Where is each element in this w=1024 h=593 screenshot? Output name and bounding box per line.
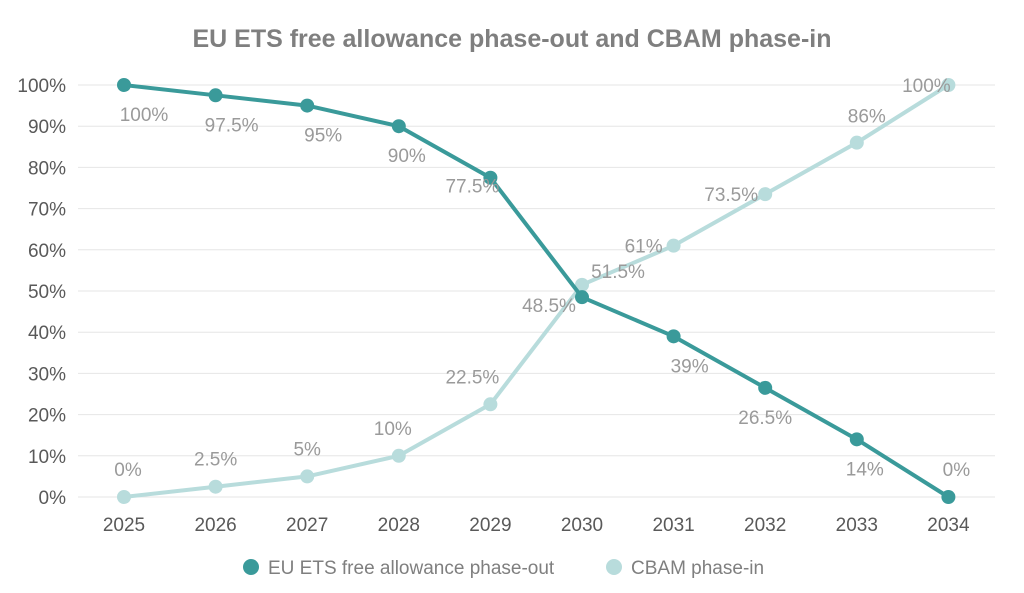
cbam-data-label: 61% [625, 237, 663, 258]
x-tick-label: 2025 [103, 515, 145, 536]
x-tick-label: 2028 [378, 515, 420, 536]
x-axis-ticks: 2025 2026 2027 2028 2029 2030 2031 2032 2033 2034 [103, 515, 970, 536]
cbam-point [117, 490, 131, 504]
eu-ets-data-label: 0% [943, 460, 971, 481]
x-tick-label: 2031 [652, 515, 694, 536]
x-tick-label: 2027 [286, 515, 328, 536]
eu-ets-data-label: 26.5% [738, 408, 792, 429]
x-tick-label: 2032 [744, 515, 786, 536]
cbam-data-label: 5% [293, 439, 321, 460]
eu-ets-data-label: 77.5% [445, 177, 499, 198]
y-axis-ticks: 0% 10% 20% 30% 40% 50% 60% 70% 80% 90% 100% [17, 76, 66, 509]
y-tick-label: 100% [17, 76, 66, 97]
y-tick-label: 50% [28, 282, 66, 303]
eu-ets-data-label: 48.5% [522, 296, 576, 317]
x-tick-label: 2030 [561, 515, 603, 536]
cbam-point [483, 397, 498, 412]
y-tick-label: 0% [39, 488, 67, 509]
y-tick-label: 30% [28, 364, 66, 385]
eu-ets-data-label: 95% [304, 126, 342, 147]
eu-ets-data-label: 97.5% [205, 115, 259, 136]
cbam-point [208, 479, 223, 494]
eu-ets-point [208, 88, 223, 103]
cbam-point [849, 135, 864, 150]
legend-marker-eu-ets [243, 559, 259, 575]
eu-ets-data-label: 90% [388, 146, 426, 167]
eu-ets-series-line [123, 83, 950, 499]
cbam-data-label: 100% [902, 76, 951, 97]
cbam-data-label: 86% [848, 107, 886, 128]
cbam-point [300, 469, 315, 484]
x-tick-label: 2029 [469, 515, 511, 536]
cbam-data-label: 51.5% [591, 262, 645, 283]
eu-ets-point [849, 432, 864, 447]
legend-marker-cbam [606, 559, 622, 575]
eu-ets-point [300, 98, 315, 113]
eu-ets-point [575, 290, 589, 305]
eu-ets-point [117, 78, 131, 92]
legend: EU ETS free allowance phase-out CBAM phas… [243, 558, 764, 579]
x-tick-label: 2034 [927, 515, 970, 536]
data-labels: 100% 97.5% 95% 90% 77.5% 48.5% 39% 26.5% 14% 0% 0%… [114, 76, 970, 481]
cbam-data-label: 0% [114, 460, 142, 481]
cbam-data-label: 22.5% [445, 367, 499, 388]
y-tick-label: 10% [28, 447, 66, 468]
cbam-data-label: 73.5% [704, 185, 758, 206]
gridlines [78, 84, 995, 498]
cbam-point [758, 187, 773, 202]
cbam-point [575, 277, 589, 292]
cbam-point [391, 448, 406, 463]
cbam-point [666, 238, 681, 253]
y-tick-label: 90% [28, 117, 66, 138]
eu-ets-data-label: 100% [120, 105, 169, 126]
series-layer [117, 78, 956, 504]
cbam-series-line [123, 83, 950, 499]
eu-ets-data-label: 39% [671, 356, 709, 377]
eu-ets-point [941, 490, 956, 504]
y-tick-label: 80% [28, 158, 66, 179]
cbam-data-label: 10% [374, 419, 412, 440]
legend-label-cbam: CBAM phase-in [631, 558, 764, 579]
legend-label-eu-ets: EU ETS free allowance phase-out [268, 558, 555, 579]
eu-ets-point [758, 380, 773, 395]
eu-ets-point [666, 329, 681, 344]
x-tick-label: 2033 [836, 515, 878, 536]
cbam-data-label: 2.5% [194, 450, 237, 471]
chart-title: EU ETS free allowance phase-out and CBAM… [192, 25, 831, 53]
cbam-point [941, 78, 956, 92]
x-tick-label: 2026 [194, 515, 236, 536]
eu-ets-data-label: 14% [846, 459, 884, 480]
eu-ets-point [391, 119, 406, 134]
eu-ets-point [483, 170, 498, 185]
y-tick-label: 60% [28, 241, 66, 262]
y-tick-label: 40% [28, 323, 66, 344]
y-tick-label: 70% [28, 200, 66, 221]
y-tick-label: 20% [28, 406, 66, 427]
